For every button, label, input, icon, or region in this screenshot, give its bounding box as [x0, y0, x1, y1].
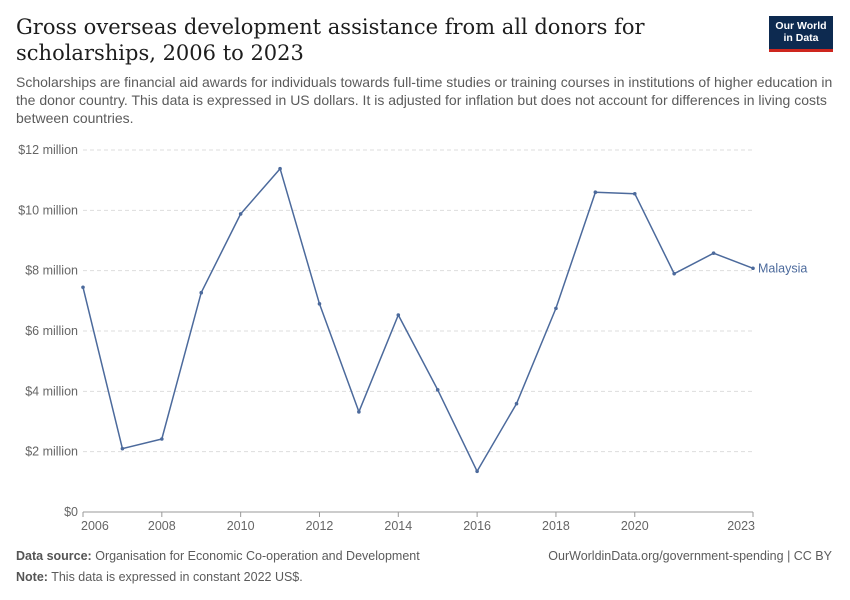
data-point[interactable]: [120, 446, 125, 451]
y-tick-label: $12 million: [18, 143, 78, 157]
credit-link[interactable]: OurWorldinData.org/government-spending |…: [548, 549, 832, 563]
data-point[interactable]: [751, 266, 755, 271]
data-point[interactable]: [199, 290, 204, 295]
x-tick-label: 2023: [727, 519, 755, 533]
x-tick-label: 2008: [148, 519, 176, 533]
data-point[interactable]: [357, 410, 361, 414]
y-tick-label: $0: [64, 505, 78, 519]
series-group: Malaysia: [81, 166, 807, 474]
chart-title: Gross overseas development assistance fr…: [16, 15, 645, 65]
y-tick-label: $6 million: [25, 324, 78, 338]
data-point[interactable]: [435, 388, 440, 392]
data-point[interactable]: [711, 251, 716, 255]
data-point[interactable]: [238, 212, 243, 216]
data-point[interactable]: [81, 285, 85, 290]
data-source: Data source: Organisation for Economic C…: [16, 549, 420, 563]
chart-note: Note: This data is expressed in constant…: [16, 570, 303, 584]
data-source-label: Data source:: [16, 549, 92, 563]
grid-lines: [83, 149, 753, 513]
data-point[interactable]: [160, 437, 164, 441]
y-tick-label: $4 million: [25, 384, 78, 398]
y-axis-ticks: $0 $2 million $4 million $6 million $8 milli…: [18, 143, 78, 519]
owid-logo[interactable]: Our World in Data: [769, 16, 833, 52]
y-tick-label: $2 million: [25, 445, 78, 459]
x-tick-label: 2020: [621, 519, 649, 533]
series-label[interactable]: Malaysia: [758, 261, 807, 275]
data-point[interactable]: [672, 271, 676, 276]
line-chart: $0 $2 million $4 million $6 million $8 milli…: [18, 143, 807, 533]
series-line-malaysia[interactable]: [82, 167, 754, 473]
data-point[interactable]: [554, 306, 558, 311]
note-label: Note:: [16, 570, 48, 584]
y-tick-label: $8 million: [25, 264, 78, 278]
data-point[interactable]: [396, 313, 401, 317]
x-axis-ticks: 2006 2008 2010 2012 2014 2016 2018 2020 2023: [81, 512, 755, 533]
note-text: This data is expressed in constant 2022 …: [51, 570, 303, 584]
logo-line-2: in Data: [783, 32, 819, 44]
chart-subtitle: Scholarships are financial aid awards fo…: [16, 74, 833, 126]
logo-line-1: Our World: [775, 20, 827, 32]
x-tick-label: 2006: [81, 519, 109, 533]
data-point[interactable]: [593, 190, 598, 195]
y-tick-label: $10 million: [18, 203, 78, 217]
data-point[interactable]: [514, 401, 519, 406]
x-tick-label: 2018: [542, 519, 570, 533]
x-tick-label: 2016: [463, 519, 491, 533]
x-tick-label: 2012: [306, 519, 334, 533]
data-point[interactable]: [632, 191, 637, 196]
data-point[interactable]: [317, 302, 322, 306]
x-tick-label: 2014: [384, 519, 412, 533]
data-source-link[interactable]: Organisation for Economic Co-operation a…: [95, 549, 420, 563]
data-point[interactable]: [278, 166, 282, 171]
data-point[interactable]: [475, 469, 479, 474]
x-tick-label: 2010: [227, 519, 255, 533]
